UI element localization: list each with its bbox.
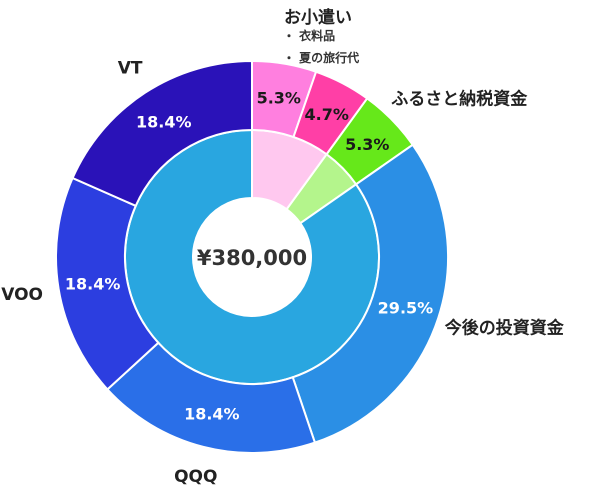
category-label-5: VOO: [1, 285, 43, 305]
percent-label-4: 18.4%: [184, 404, 240, 423]
category-label-3: 今後の投資資金: [445, 318, 565, 339]
sub-item-label-1: ・ 夏の旅行代: [283, 50, 359, 65]
percent-label-0: 5.3%: [257, 89, 301, 108]
percent-label-5: 18.4%: [65, 274, 121, 293]
category-label-0: お小遣い: [284, 7, 352, 28]
category-label-6: VT: [118, 59, 143, 79]
category-label-2: ふるさと納税資金: [391, 89, 528, 110]
percent-label-1: 4.7%: [304, 105, 348, 124]
donut-hole: [193, 198, 311, 316]
percent-label-2: 5.3%: [345, 135, 389, 154]
total-amount-label: ¥380,000: [197, 246, 307, 270]
percent-label-3: 29.5%: [378, 298, 434, 317]
category-label-4: QQQ: [174, 467, 217, 486]
outer-slice-6: [71, 59, 253, 208]
percent-label-6: 18.4%: [136, 113, 192, 132]
sub-item-label-0: ・ 衣料品: [283, 28, 335, 43]
outer-ring: [55, 59, 449, 454]
outer-slice-3: [291, 143, 449, 444]
percent-labels: 5.3%4.7%5.3%29.5%18.4%18.4%18.4%: [65, 89, 433, 424]
